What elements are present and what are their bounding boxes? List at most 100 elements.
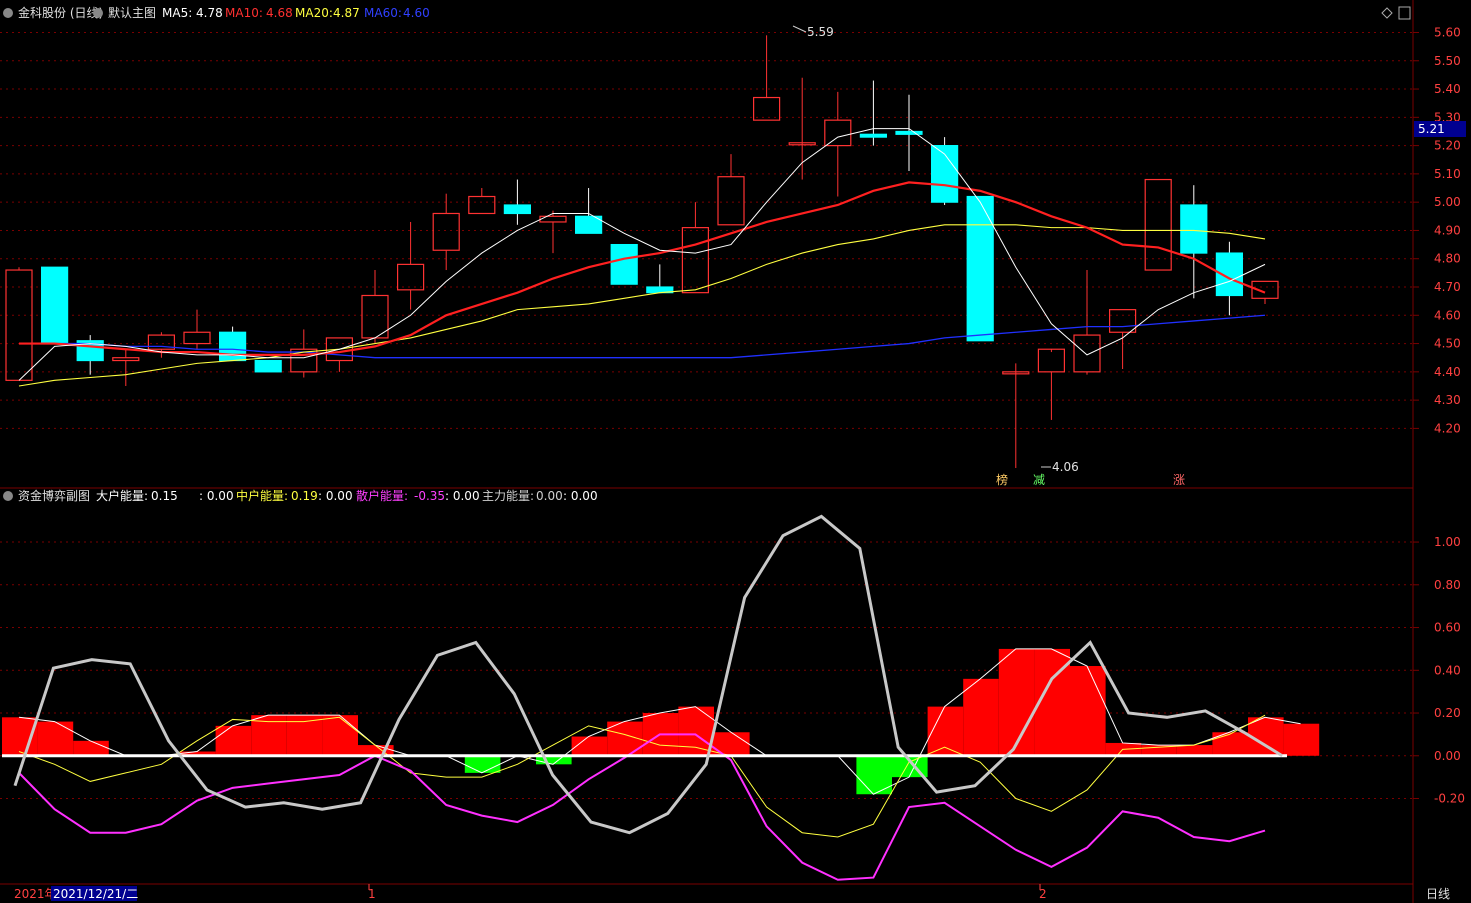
ma5-label: MA5: bbox=[162, 6, 192, 20]
current-price-value: 5.21 bbox=[1418, 122, 1445, 136]
tag-bang: 榜 bbox=[996, 472, 1008, 487]
energy-bar bbox=[571, 736, 608, 756]
energy-bar bbox=[215, 725, 252, 756]
candle-body bbox=[539, 215, 567, 223]
y-tick-label: 0.40 bbox=[1434, 663, 1461, 677]
candle-body bbox=[930, 145, 959, 203]
sub-y-axis: -0.20 0.00 0.20 0.40 0.60 0.80 1.00 bbox=[1413, 535, 1465, 806]
stock-title: 金科股份 (日线) bbox=[18, 5, 103, 20]
energy-bar bbox=[1176, 745, 1213, 756]
high-marker-line bbox=[792, 25, 807, 33]
candle-body bbox=[1215, 252, 1244, 297]
candle-body bbox=[503, 204, 531, 215]
y-tick-label: 5.30 bbox=[1434, 110, 1461, 124]
ma10-label: MA10: bbox=[225, 6, 263, 20]
panel-toggle-icon[interactable] bbox=[1398, 6, 1411, 20]
energy-bar bbox=[180, 751, 216, 756]
period-label[interactable]: 日线 bbox=[1426, 887, 1450, 901]
diamond-icon[interactable] bbox=[1381, 7, 1393, 19]
energy-bar bbox=[37, 721, 74, 756]
energy-bar bbox=[1070, 666, 1106, 756]
colon-value-1: : 0.00 bbox=[199, 489, 234, 503]
y-tick-label: 4.20 bbox=[1434, 421, 1461, 435]
sub-collapse-icon[interactable] bbox=[3, 491, 13, 501]
ma60-value: 4.60 bbox=[403, 6, 430, 20]
y-tick-label: 0.80 bbox=[1434, 578, 1461, 592]
energy-bar bbox=[927, 706, 964, 756]
energy-bar bbox=[1248, 717, 1284, 756]
main-energy-label: 主力能量: bbox=[482, 489, 534, 503]
main-energy-value: 0.00 bbox=[536, 489, 563, 503]
candle-body bbox=[1144, 178, 1172, 271]
colon-value-2: : 0.00 bbox=[318, 489, 353, 503]
y-tick-label: 0.00 bbox=[1434, 749, 1461, 763]
candles-layer bbox=[5, 35, 1279, 468]
month-label-2: 2 bbox=[1039, 887, 1047, 901]
y-tick-label: 5.10 bbox=[1434, 167, 1461, 181]
ma10-value: 4.68 bbox=[266, 6, 293, 20]
y-tick-label: 5.20 bbox=[1434, 139, 1461, 153]
mid-energy-value: 0.19 bbox=[291, 489, 318, 503]
energy-bar bbox=[1212, 732, 1248, 756]
candle-body bbox=[717, 176, 745, 226]
retail-energy-label: 散户能量: bbox=[356, 488, 408, 503]
candle-body bbox=[183, 331, 211, 345]
big-energy-value: 0.15 bbox=[151, 489, 178, 503]
energy-bar bbox=[322, 715, 358, 756]
candle-body bbox=[895, 130, 923, 135]
candle-body bbox=[112, 357, 140, 362]
ma60-label: MA60: bbox=[364, 6, 402, 20]
retail-energy-line bbox=[18, 733, 1266, 881]
ma10-line bbox=[19, 181, 1266, 356]
candle-body bbox=[254, 359, 282, 373]
main-header: 金科股份 (日线) 默认主图 MA5: 4.78 MA10: 4.68 MA20… bbox=[3, 5, 430, 20]
sub-title: 资金博弈副图 bbox=[18, 488, 90, 503]
y-tick-label: 4.50 bbox=[1434, 337, 1461, 351]
candle-body bbox=[752, 96, 781, 121]
candle-body bbox=[574, 215, 603, 234]
big-energy-label: 大户能量: bbox=[96, 488, 148, 503]
retail-energy-value: -0.35 bbox=[414, 489, 445, 503]
candle-body bbox=[1037, 348, 1066, 373]
ma20-label: MA20: bbox=[295, 6, 333, 20]
candle-body bbox=[290, 348, 318, 373]
y-tick-label: 5.60 bbox=[1434, 25, 1461, 39]
candle-body bbox=[1108, 309, 1137, 333]
ma60-line bbox=[19, 314, 1266, 359]
energy-bar bbox=[963, 678, 999, 756]
y-tick-label: 0.60 bbox=[1434, 621, 1461, 635]
date-axis: 2021年 2021/12/21/二 1 2 日线 bbox=[14, 884, 1450, 901]
low-price-label: 4.06 bbox=[1052, 460, 1079, 474]
energy-bar bbox=[73, 740, 109, 756]
candle-body bbox=[1073, 334, 1101, 373]
ma20-line bbox=[18, 224, 1266, 387]
top-right-controls bbox=[1381, 6, 1411, 20]
candle-body bbox=[681, 227, 710, 294]
ma5-value: 4.78 bbox=[196, 6, 223, 20]
date-highlight: 2021/12/21/二 bbox=[53, 887, 138, 901]
mid-energy-line bbox=[18, 714, 1266, 838]
candle-body bbox=[610, 243, 638, 285]
main-y-axis: 4.20 4.30 4.40 4.50 4.60 4.70 4.80 4.90 5.00 5.10… bbox=[1413, 25, 1461, 435]
candle-body bbox=[966, 195, 994, 342]
month-label-1: 1 bbox=[368, 887, 376, 901]
candle-body bbox=[432, 212, 460, 251]
y-tick-label: 4.40 bbox=[1434, 365, 1461, 379]
y-tick-label: 4.80 bbox=[1434, 252, 1461, 266]
candle-body bbox=[824, 119, 852, 147]
y-tick-label: 5.50 bbox=[1434, 54, 1461, 68]
candle-body bbox=[219, 331, 247, 362]
template-dropdown-icon[interactable] bbox=[93, 8, 103, 18]
energy-bar bbox=[856, 755, 892, 795]
y-tick-label: 4.70 bbox=[1434, 280, 1461, 294]
collapse-icon[interactable] bbox=[3, 8, 13, 18]
candle-body bbox=[1180, 204, 1208, 254]
energy-bar bbox=[1283, 723, 1320, 756]
mid-energy-label: 中户能量: bbox=[236, 488, 288, 503]
candle-body bbox=[859, 133, 888, 138]
candle-body bbox=[788, 142, 816, 146]
template-name[interactable]: 默认主图 bbox=[108, 5, 156, 20]
energy-bars-layer bbox=[2, 648, 1320, 795]
y-tick-label: 4.60 bbox=[1434, 308, 1461, 322]
